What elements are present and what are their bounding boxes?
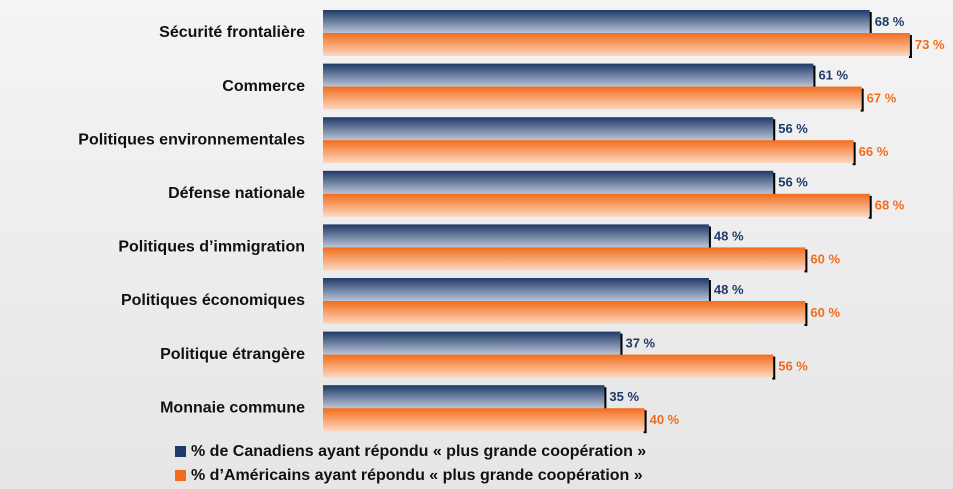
category-label: Commerce [222, 78, 305, 95]
bar [323, 224, 709, 247]
value-label: 37 % [625, 336, 655, 351]
bar [323, 278, 709, 301]
value-label: 60 % [810, 305, 840, 320]
value-label: 68 % [875, 14, 905, 29]
bar [323, 194, 870, 217]
bar [323, 171, 773, 194]
category-label: Politiques environnementales [78, 131, 305, 148]
category-label: Monnaie commune [160, 399, 305, 416]
bar [323, 332, 620, 355]
bar [323, 10, 870, 33]
chart: Sécurité frontalière 68 % 73 % Commerce 61 %… [0, 0, 953, 489]
category-label: Politique étrangère [160, 346, 305, 363]
value-label: 48 % [714, 228, 744, 243]
legend-swatch [175, 446, 186, 457]
bar [323, 117, 773, 140]
bar [323, 247, 805, 270]
bar [323, 33, 910, 56]
category-label: Politiques économiques [121, 292, 305, 309]
value-label: 67 % [867, 91, 897, 106]
bar [323, 64, 813, 87]
value-label: 68 % [875, 198, 905, 213]
bar [323, 355, 773, 378]
value-label: 56 % [778, 175, 808, 190]
value-label: 73 % [915, 37, 945, 52]
value-label: 48 % [714, 282, 744, 297]
value-label: 40 % [650, 412, 680, 427]
legend-swatch [175, 470, 186, 481]
legend-label: % de Canadiens ayant répondu « plus gran… [191, 443, 646, 460]
page: {"chart_data": {"type": "bar", "orientat… [0, 0, 953, 489]
value-label: 60 % [810, 251, 840, 266]
bar [323, 301, 805, 324]
bar [323, 87, 862, 110]
value-label: 56 % [778, 359, 808, 374]
category-label: Sécurité frontalière [159, 24, 305, 41]
bar [323, 408, 645, 431]
bar [323, 385, 604, 408]
bar [323, 140, 854, 163]
category-label: Politiques d’immigration [118, 239, 305, 256]
legend-label: % d’Américains ayant répondu « plus gran… [191, 467, 643, 484]
value-label: 61 % [818, 68, 848, 83]
value-label: 56 % [778, 121, 808, 136]
value-label: 66 % [859, 144, 889, 159]
value-label: 35 % [609, 389, 639, 404]
category-label: Défense nationale [168, 185, 305, 202]
